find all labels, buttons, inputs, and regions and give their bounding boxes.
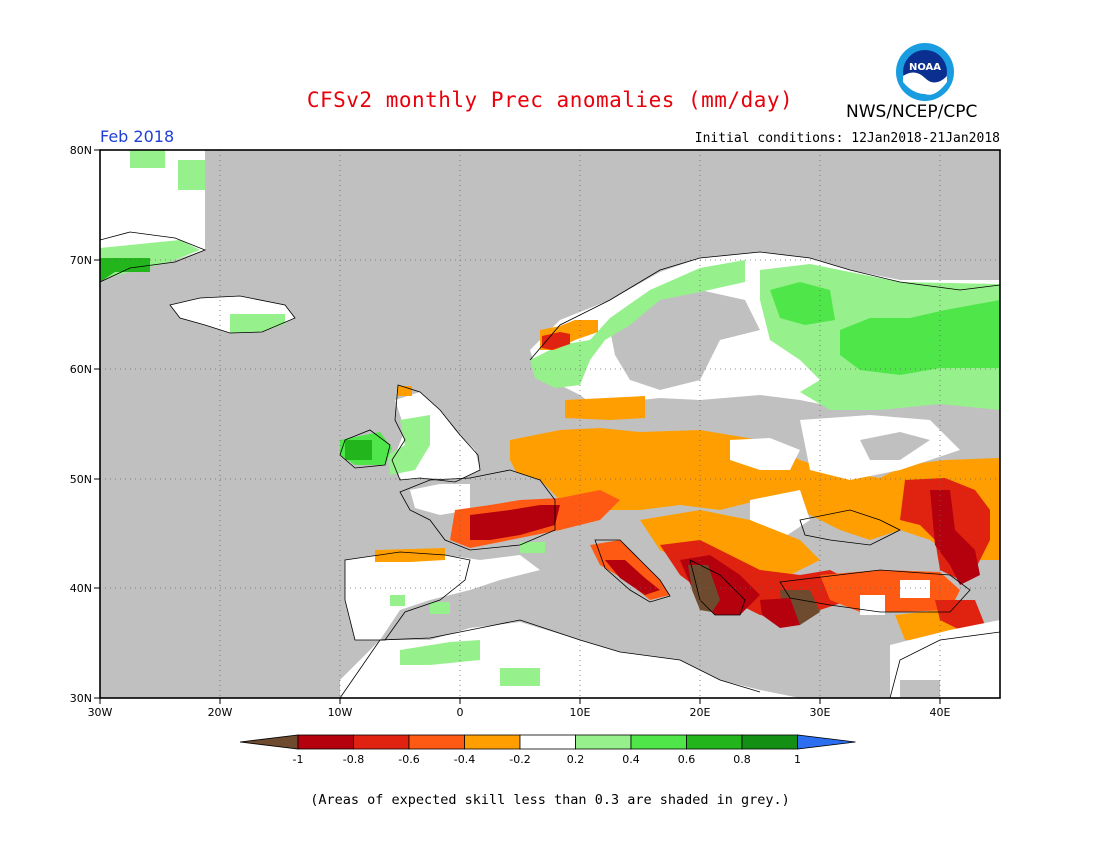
longitude-labels: 30W 20W 10W 0 10E 20E 30E 40E	[88, 706, 951, 719]
legend-label: -0.8	[343, 753, 364, 766]
italy-red	[605, 560, 660, 595]
axis-ticks	[94, 149, 941, 704]
legend-swatch	[519, 734, 576, 750]
legend-arrow-low	[239, 734, 299, 750]
lat-label: 60N	[70, 363, 92, 376]
legend-swatch	[464, 734, 521, 750]
levant-white	[890, 620, 1000, 698]
britain-green	[388, 415, 430, 475]
latitude-labels: 80N 70N 60N 50N 40N 30N	[70, 144, 92, 705]
france-white	[410, 484, 470, 515]
legend-label: -0.4	[454, 753, 475, 766]
lon-label: 20W	[208, 706, 233, 719]
chart-title: CFSv2 monthly Prec anomalies (mm/day)	[306, 88, 794, 112]
legend-label: 1	[794, 753, 801, 766]
lat-label: 40N	[70, 582, 92, 595]
norway-coast-red	[542, 332, 570, 350]
legend-label: -0.6	[398, 753, 419, 766]
scandinavia-grey-inland	[610, 290, 760, 390]
legend-swatch	[297, 734, 354, 750]
legend-label: -0.2	[509, 753, 530, 766]
legend-arrow-high	[797, 734, 856, 750]
legend-label: 0.4	[622, 753, 640, 766]
lat-label: 80N	[70, 144, 92, 157]
legend-label: 0.2	[567, 753, 585, 766]
legend-label: 0.6	[678, 753, 696, 766]
north-africa-green	[400, 640, 540, 686]
lon-label: 10W	[328, 706, 353, 719]
turkey-white	[860, 580, 930, 615]
agency-label: NWS/NCEP/CPC	[846, 102, 978, 122]
legend-swatch	[686, 734, 743, 750]
france-red	[470, 505, 560, 540]
initial-conditions: Initial conditions: 12Jan2018-21Jan2018	[694, 131, 1000, 146]
forecast-month: Feb 2018	[100, 127, 175, 146]
lon-label: 30W	[88, 706, 113, 719]
lon-label: 40E	[930, 706, 951, 719]
legend-label: 0.8	[733, 753, 751, 766]
levant-grey	[900, 680, 940, 698]
greenland-green	[100, 150, 205, 280]
graticule	[100, 150, 1000, 698]
lon-label: 10E	[570, 706, 591, 719]
denmark-orange	[565, 396, 645, 420]
legend-swatch	[408, 734, 465, 750]
lon-label: 0	[457, 706, 464, 719]
ireland-darkgreen	[345, 440, 372, 460]
legend-swatch	[741, 734, 798, 750]
lon-label: 20E	[690, 706, 711, 719]
skill-footnote: (Areas of expected skill less than 0.3 a…	[310, 792, 790, 808]
kola-green	[770, 282, 835, 325]
precip-anomaly-map: 80N 70N 60N 50N 40N 30N 30W 20W 10W 0 10…	[70, 144, 1001, 766]
iberia-green	[390, 542, 545, 614]
caucasus-darkred	[930, 490, 980, 585]
lat-label: 30N	[70, 692, 92, 705]
legend-swatch	[630, 734, 687, 750]
legend-swatch	[575, 734, 632, 750]
map-frame	[99, 149, 1001, 699]
legend-swatch	[353, 734, 410, 750]
eastmed-red	[935, 600, 985, 630]
albania-brown	[688, 565, 720, 612]
iberia-orange	[375, 548, 445, 562]
russia-south-grey	[860, 432, 930, 460]
russia-north-green	[840, 300, 1000, 375]
aegean-darkred	[760, 598, 800, 628]
color-legend: -1 -0.8 -0.6 -0.4 -0.2 0.2 0.4 0.6 0.8 1	[239, 734, 856, 766]
lon-label: 30E	[810, 706, 831, 719]
noaa-logo: NOAA	[896, 43, 954, 101]
iberia-white	[345, 552, 540, 640]
lat-label: 70N	[70, 254, 92, 267]
lat-label: 50N	[70, 473, 92, 486]
noaa-logo-text: NOAA	[909, 62, 941, 73]
north-africa-white	[340, 622, 800, 698]
norway-green	[530, 260, 745, 388]
legend-label: -1	[293, 753, 304, 766]
central-europe-orange	[510, 428, 1000, 560]
belarus-white	[730, 438, 800, 470]
